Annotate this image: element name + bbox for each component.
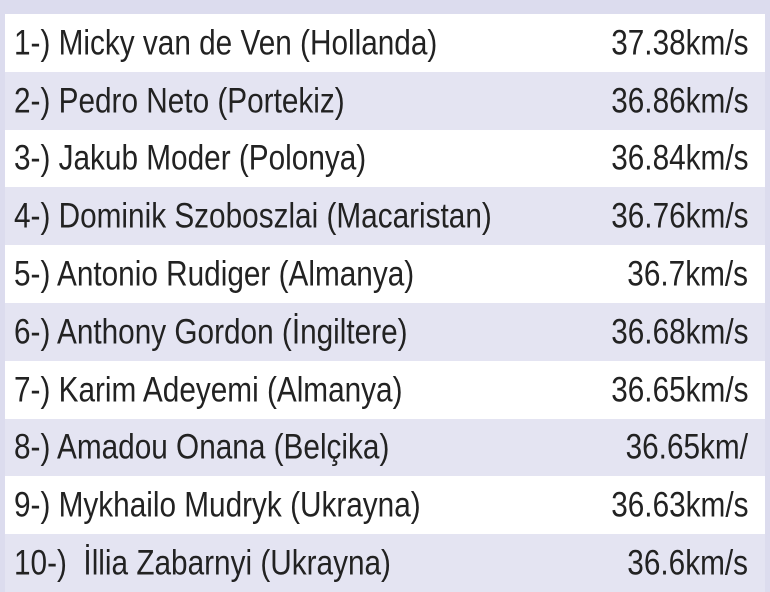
player-name: 4-) Dominik Szoboszlai (Macaristan) — [14, 196, 492, 236]
player-name: 3-) Jakub Moder (Polonya) — [14, 138, 367, 178]
table-row: 10-) İllia Zabarnyi (Ukrayna) 36.6km/s — [5, 534, 765, 592]
speed-value: 36.6km/s — [627, 543, 748, 583]
player-name: 6-) Anthony Gordon (İngiltere) — [14, 312, 408, 352]
speed-value: 36.84km/s — [610, 138, 748, 178]
table-row: 1-) Micky van de Ven (Hollanda) 37.38km/s — [5, 14, 765, 72]
player-name: 10-) İllia Zabarnyi (Ukrayna) — [14, 543, 391, 583]
table-row: 2-) Pedro Neto (Portekiz) 36.86km/s — [5, 71, 765, 130]
player-name: 9-) Mykhailo Mudryk (Ukrayna) — [14, 485, 421, 525]
table-row: 9-) Mykhailo Mudryk (Ukrayna) 36.63km/s — [5, 476, 765, 535]
speed-value: 36.63km/s — [610, 485, 748, 525]
player-name: 5-) Antonio Rudiger (Almanya) — [14, 254, 415, 294]
speed-value: 36.65km/ — [625, 427, 748, 467]
speed-value: 36.7km/s — [627, 254, 748, 294]
player-name: 8-) Amadou Onana (Belçika) — [14, 427, 390, 467]
table-row: 4-) Dominik Szoboszlai (Macaristan) 36.76… — [5, 187, 765, 246]
speed-value: 36.86km/s — [610, 81, 748, 121]
player-name: 1-) Micky van de Ven (Hollanda) — [14, 23, 438, 63]
table-row: 3-) Jakub Moder (Polonya) 36.84km/s — [5, 129, 765, 188]
player-name: 7-) Karim Adeyemi (Almanya) — [14, 370, 403, 410]
table-row: 5-) Antonio Rudiger (Almanya) 36.7km/s — [5, 245, 765, 303]
speed-value: 37.38km/s — [610, 23, 748, 63]
table-row: 8-) Amadou Onana (Belçika) 36.65km/ — [5, 418, 765, 477]
speed-value: 36.76km/s — [610, 196, 748, 236]
speed-value: 36.65km/s — [610, 370, 748, 410]
speed-table: 1-) Micky van de Ven (Hollanda) 37.38km/s… — [0, 14, 770, 592]
table-row: 6-) Anthony Gordon (İngiltere) 36.68km/s — [5, 302, 765, 361]
player-name: 2-) Pedro Neto (Portekiz) — [14, 81, 345, 121]
speed-value: 36.68km/s — [610, 312, 748, 352]
table-row: 7-) Karim Adeyemi (Almanya) 36.65km/s — [5, 360, 765, 419]
